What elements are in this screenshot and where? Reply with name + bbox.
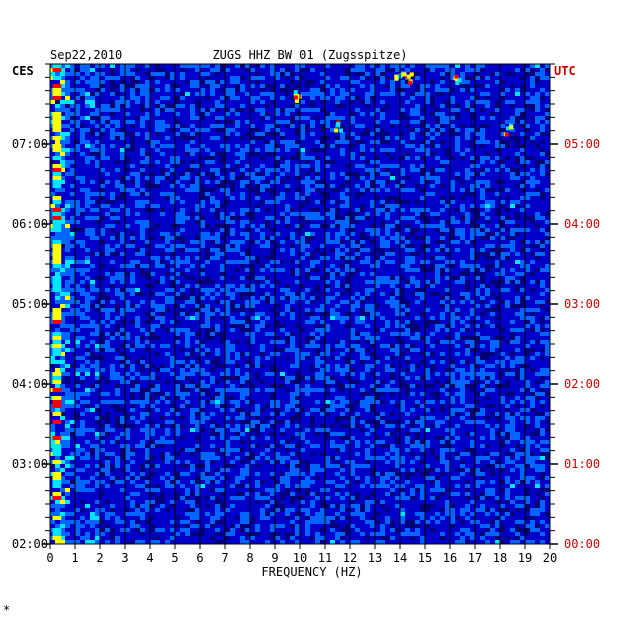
x-tick-label: 8 [246, 551, 253, 565]
x-tick-label: 0 [46, 551, 53, 565]
x-tick-label: 13 [368, 551, 382, 565]
y-left-tick-label: 02:00 [12, 537, 48, 551]
y-right-tick-label: 03:00 [564, 297, 600, 311]
x-tick-label: 6 [196, 551, 203, 565]
x-tick-label: 17 [468, 551, 482, 565]
y-left-tick-label: 07:00 [12, 137, 48, 151]
x-tick-label: 10 [293, 551, 307, 565]
x-tick-label: 9 [271, 551, 278, 565]
y-right-tick-label: 00:00 [564, 537, 600, 551]
chart-title: ZUGS HHZ BW 01 (Zugsspitze) [212, 48, 407, 62]
x-axis-label: FREQUENCY (HZ) [261, 565, 362, 579]
x-tick-label: 2 [96, 551, 103, 565]
y-right-tick-label: 04:00 [564, 217, 600, 231]
x-tick-label: 1 [71, 551, 78, 565]
x-tick-label: 3 [121, 551, 128, 565]
x-tick-label: 4 [146, 551, 153, 565]
x-tick-label: 7 [221, 551, 228, 565]
y-left-tick-label: 04:00 [12, 377, 48, 391]
x-tick-label: 16 [443, 551, 457, 565]
x-tick-label: 11 [318, 551, 332, 565]
right-axis-label: UTC [554, 64, 576, 78]
date-label: Sep22,2010 [50, 48, 122, 62]
y-right-tick-label: 05:00 [564, 137, 600, 151]
grid-layer [74, 64, 526, 544]
footer-mark: * [3, 603, 10, 617]
y-left-tick-label: 03:00 [12, 457, 48, 471]
tick-layer: 0 1 2 3 4 5 6 7 8 9 10 11 12 13 14 15 16 17 18 19 2007:0006:… [12, 63, 600, 565]
left-axis-label: CES [12, 64, 34, 78]
x-tick-label: 12 [343, 551, 357, 565]
x-tick-label: 15 [418, 551, 432, 565]
x-tick-label: 14 [393, 551, 407, 565]
x-tick-label: 20 [543, 551, 557, 565]
y-left-tick-label: 05:00 [12, 297, 48, 311]
y-right-tick-label: 02:00 [564, 377, 600, 391]
x-tick-label: 18 [493, 551, 507, 565]
y-right-tick-label: 01:00 [564, 457, 600, 471]
x-tick-label: 5 [171, 551, 178, 565]
x-tick-label: 19 [518, 551, 532, 565]
y-left-tick-label: 06:00 [12, 217, 48, 231]
